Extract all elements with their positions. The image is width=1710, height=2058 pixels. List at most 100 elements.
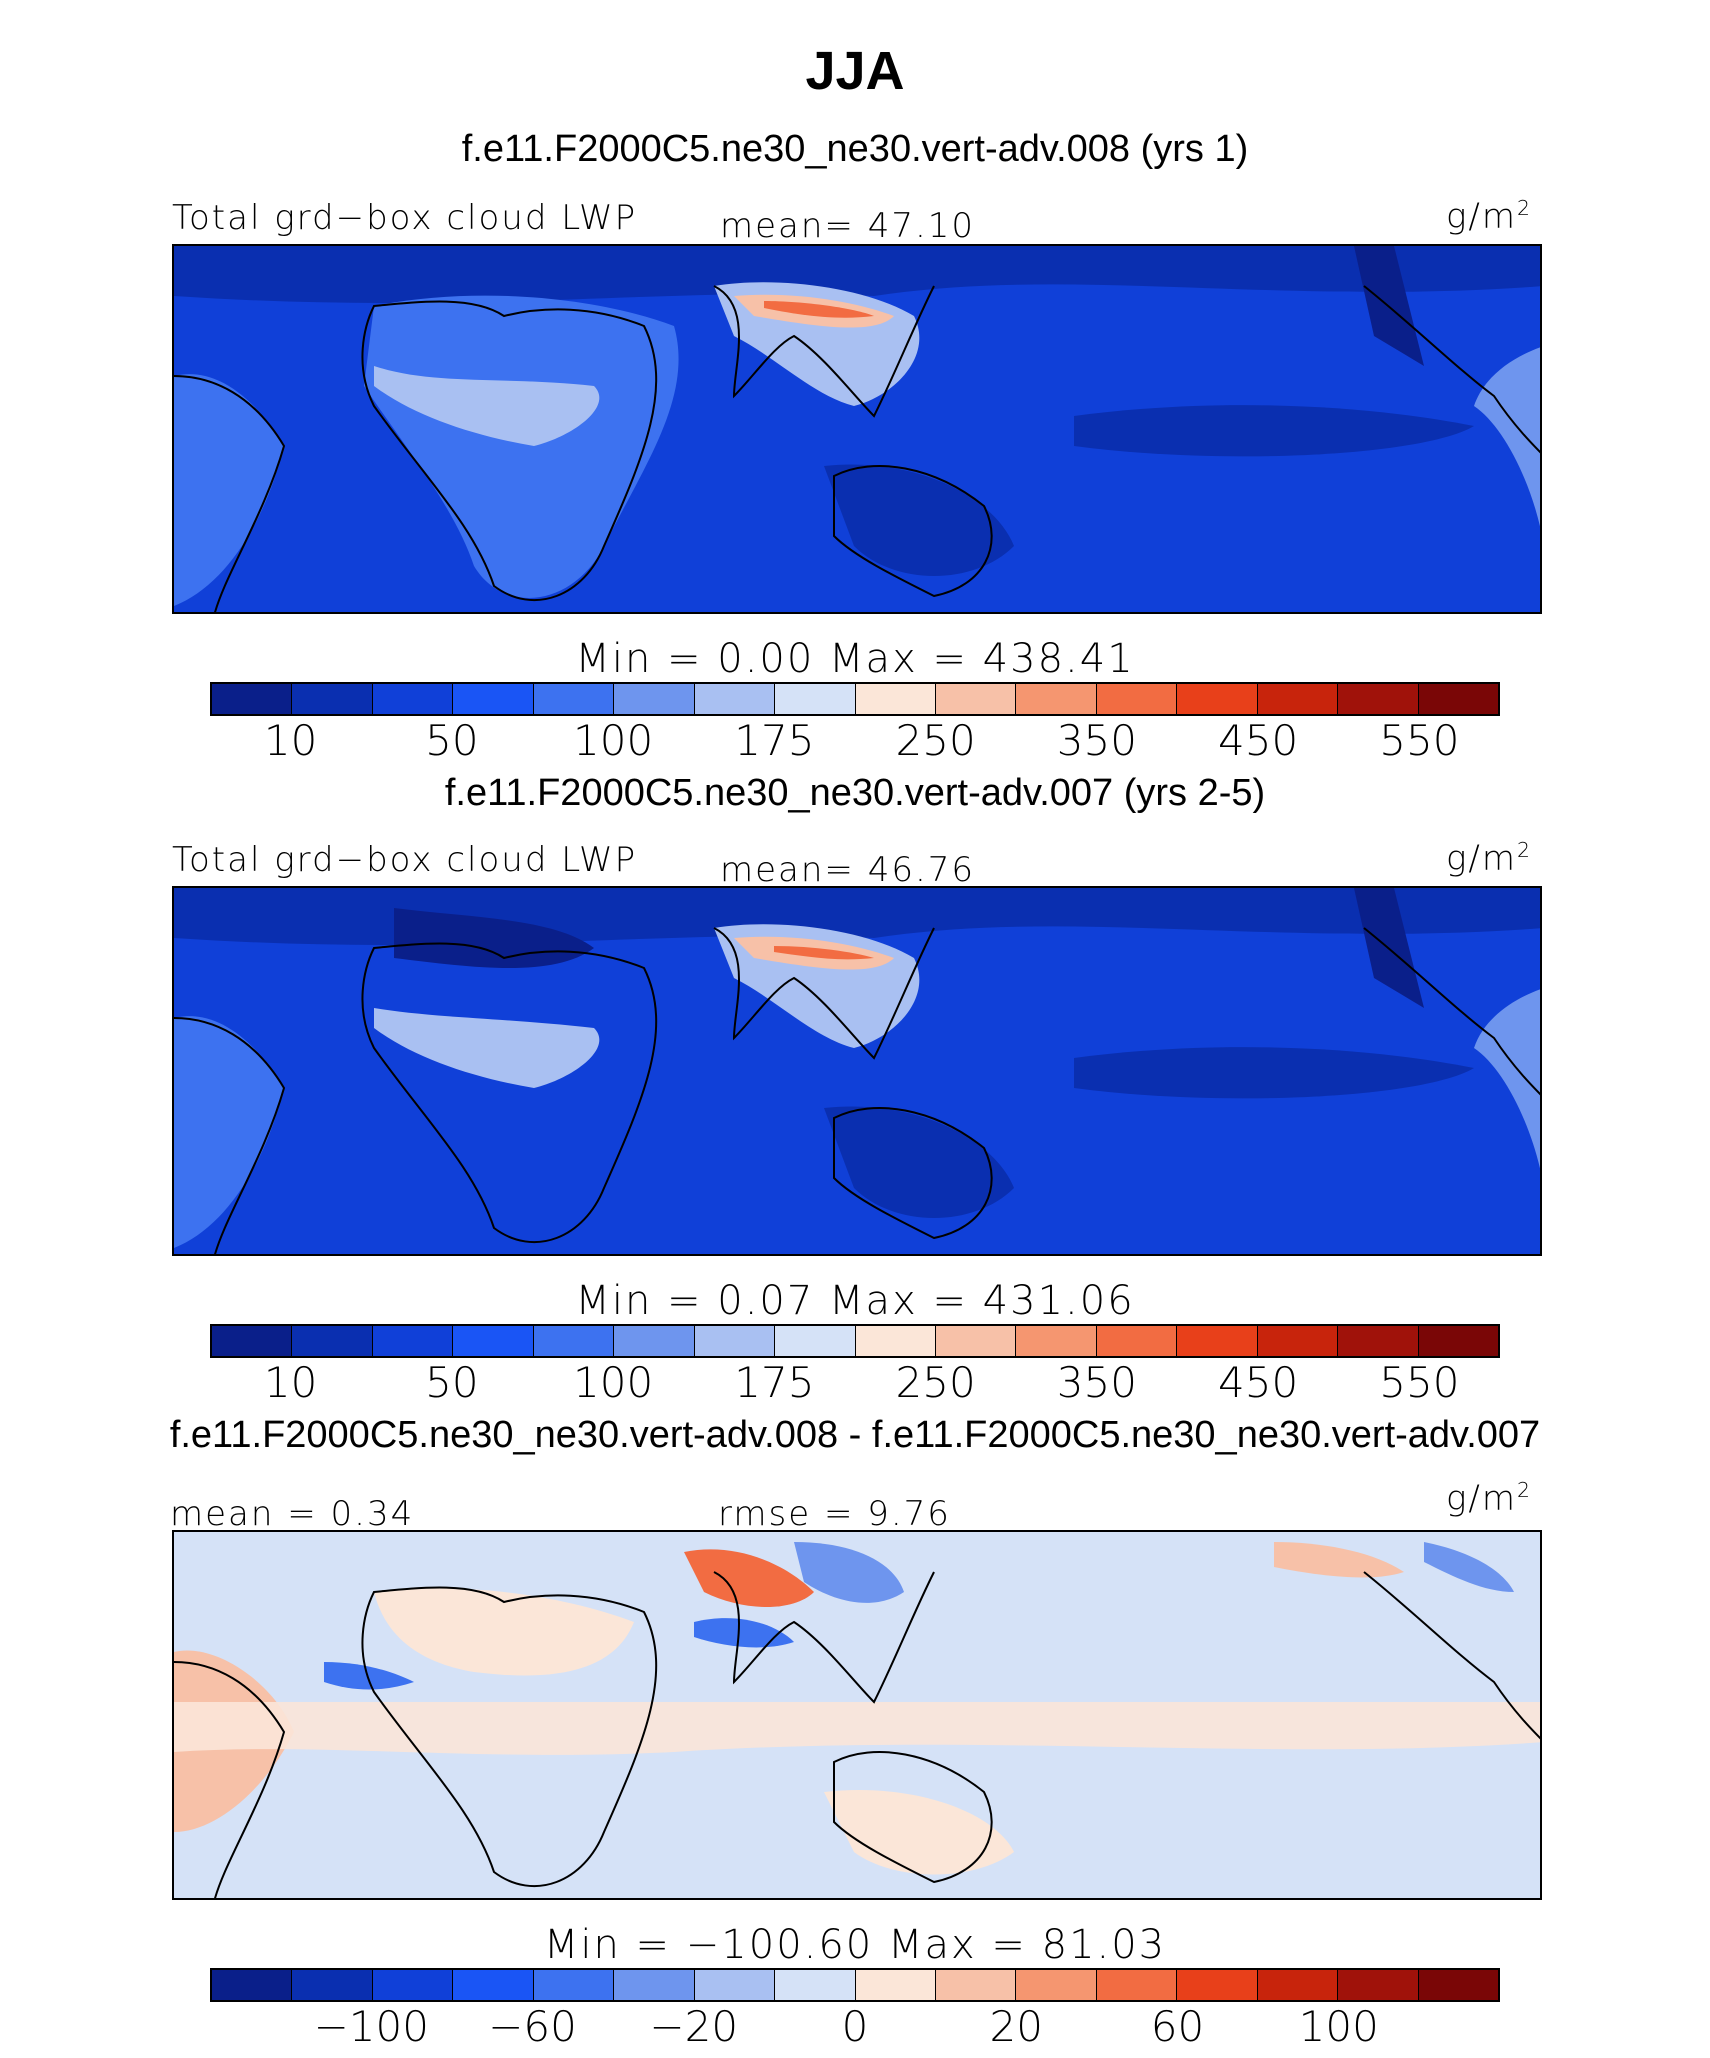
- gulf-negative: [1424, 1542, 1514, 1592]
- asia-coastline: [713, 927, 935, 1060]
- asia-coastline: [713, 1571, 935, 1704]
- colorbar-swatch: [1338, 1326, 1419, 1356]
- colorbar-tick-label: 450: [1218, 716, 1299, 765]
- colorbar-swatch: [292, 1970, 373, 2000]
- pacific-positive: [1274, 1542, 1404, 1578]
- colorbar-swatch: [1096, 1970, 1178, 2000]
- colorbar-swatch: [453, 1326, 534, 1356]
- colorbar-swatch: [935, 1970, 1017, 2000]
- africa-coastline: [361, 942, 658, 1244]
- colorbar-swatch: [1177, 1970, 1258, 2000]
- colorbar-tick-label: 100: [1298, 2002, 1379, 2051]
- colorbar-tick-label: −100: [313, 2002, 429, 2051]
- tibet-max: [774, 946, 874, 960]
- panel-3-title: f.e11.F2000C5.ne30_ne30.vert-adv.008 - f…: [169, 1414, 1541, 1456]
- colorbar-tick-label: 250: [895, 716, 976, 765]
- east-asia-negative: [794, 1542, 904, 1603]
- colorbar-swatch: [855, 1326, 936, 1356]
- panel-2-colorbar: [210, 1324, 1500, 1358]
- colorbar-tick-label: 450: [1218, 1358, 1299, 1407]
- panel-1-map: [172, 244, 1542, 614]
- colorbar-swatch: [1418, 1970, 1498, 2000]
- colorbar-swatch: [372, 1970, 454, 2000]
- panel-2-variable-label: Total grd−box cloud LWP: [172, 840, 638, 880]
- colorbar-tick-label: 550: [1379, 1358, 1460, 1407]
- colorbar-swatch: [1177, 684, 1258, 714]
- pacific-dry-band: [1074, 405, 1474, 457]
- panel-1-variable-label: Total grd−box cloud LWP: [172, 198, 638, 238]
- india-negative: [694, 1618, 794, 1648]
- colorbar-swatch: [453, 684, 534, 714]
- colorbar-swatch: [1418, 1326, 1498, 1356]
- panel-3-map: [172, 1530, 1542, 1900]
- tibet-max: [764, 301, 874, 318]
- sahara-dry: [394, 908, 594, 968]
- panel-1-mean-label: mean= 47.10: [720, 206, 976, 246]
- colorbar-swatch: [1016, 1970, 1097, 2000]
- colorbar-tick-label: 100: [573, 1358, 654, 1407]
- colorbar-swatch: [1016, 1326, 1097, 1356]
- colorbar-tick-label: 175: [734, 716, 815, 765]
- colorbar-swatch: [694, 1326, 776, 1356]
- australia-coastline: [833, 1751, 993, 1884]
- panel-2-units: g/m2: [1446, 838, 1532, 879]
- africa-field: [364, 295, 679, 599]
- panel-1-map-svg: [174, 246, 1540, 612]
- panel-1-colorbar-ticks: 10 50 100 175 250 350 450 550: [0, 716, 1710, 766]
- panel-3-rmse-label: rmse = 9.76: [718, 1494, 951, 1534]
- central-america-coastline: [1363, 927, 1540, 1096]
- colorbar-swatch: [614, 1326, 695, 1356]
- colorbar-tick-label: 550: [1379, 716, 1460, 765]
- south-america-coastline: [174, 1017, 286, 1254]
- colorbar-tick-label: 10: [263, 716, 318, 765]
- colorbar-swatch: [212, 1970, 293, 2000]
- tropical-band-positive: [174, 1702, 1540, 1755]
- panel-3-colorbar-ticks: −100 −60 −20 0 20 60 100: [0, 2002, 1710, 2052]
- colorbar-tick-label: 350: [1056, 716, 1137, 765]
- colorbar-swatch: [614, 1970, 695, 2000]
- panel-1-title: f.e11.F2000C5.ne30_ne30.vert-adv.008 (yr…: [461, 128, 1249, 170]
- colorbar-swatch: [212, 684, 293, 714]
- colorbar-swatch: [1177, 1326, 1258, 1356]
- colorbar-tick-label: 350: [1056, 1358, 1137, 1407]
- central-america-coastline: [1363, 1571, 1540, 1740]
- high-lat-band: [174, 246, 1540, 304]
- colorbar-tick-label: 10: [263, 1358, 318, 1407]
- colorbar-swatch: [855, 684, 936, 714]
- itcz-africa: [374, 1008, 600, 1088]
- colorbar-swatch: [1338, 1970, 1419, 2000]
- colorbar-swatch: [775, 684, 856, 714]
- tibet-positive: [684, 1549, 814, 1607]
- colorbar-tick-label: 50: [425, 1358, 479, 1407]
- colorbar-swatch: [935, 1326, 1017, 1356]
- colorbar-tick-label: 60: [1150, 2002, 1205, 2051]
- colorbar-swatch: [775, 1970, 856, 2000]
- africa-coastline: [361, 300, 658, 602]
- panel-3-mean-label: mean = 0.34: [170, 1494, 415, 1534]
- south-america-coastline: [174, 1661, 286, 1898]
- australia-positive: [824, 1790, 1014, 1875]
- australia-field: [824, 1106, 1014, 1218]
- panel-2-map: [172, 886, 1542, 1256]
- colorbar-swatch: [533, 684, 615, 714]
- panel-2-title: f.e11.F2000C5.ne30_ne30.vert-adv.007 (yr…: [444, 772, 1266, 814]
- colorbar-tick-label: −60: [488, 2002, 577, 2051]
- colorbar-tick-label: −20: [649, 2002, 739, 2051]
- panel-1-units: g/m2: [1446, 196, 1532, 237]
- panel-3-colorbar: [210, 1968, 1500, 2002]
- panel-2-colorbar-ticks: 10 50 100 175 250 350 450 550: [0, 1358, 1710, 1408]
- colorbar-swatch: [1338, 684, 1419, 714]
- colorbar-swatch: [292, 1326, 373, 1356]
- panel-2-mean-label: mean= 46.76: [720, 850, 976, 890]
- west-africa-negative: [324, 1662, 414, 1690]
- colorbar-swatch: [614, 684, 695, 714]
- australia-field: [824, 464, 1014, 576]
- south-america-field: [174, 1016, 284, 1248]
- colorbar-swatch: [1418, 684, 1498, 714]
- australia-coastline: [833, 1107, 993, 1240]
- colorbar-swatch: [292, 684, 373, 714]
- colorbar-swatch: [1257, 1326, 1339, 1356]
- panel-3-minmax: Min = −100.60 Max = 81.03: [543, 1922, 1167, 1968]
- colorbar-swatch: [1257, 1970, 1339, 2000]
- sahel-positive: [374, 1588, 634, 1676]
